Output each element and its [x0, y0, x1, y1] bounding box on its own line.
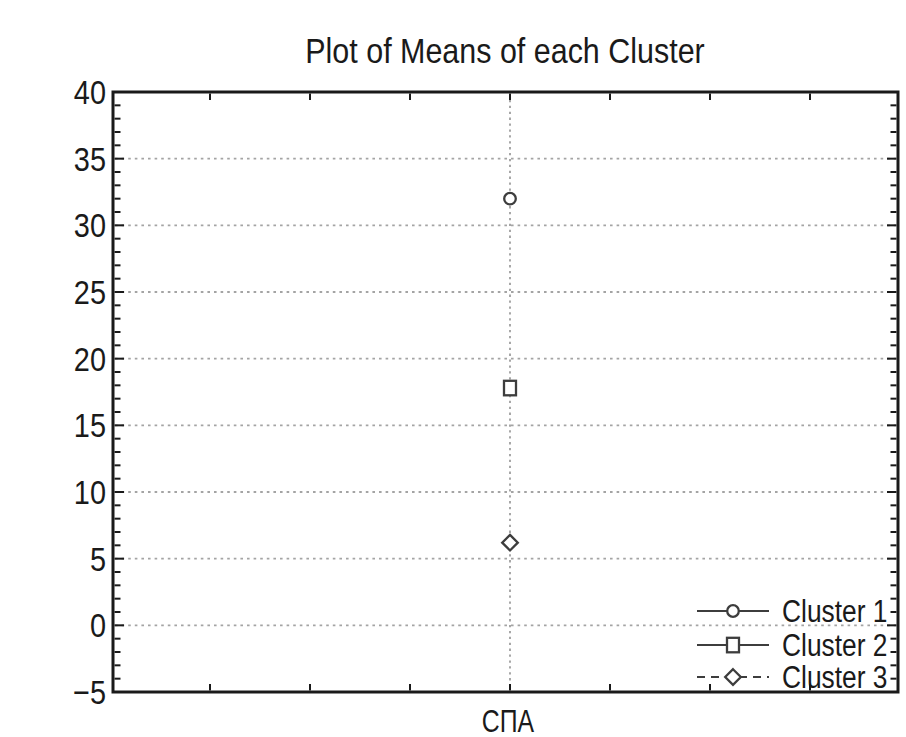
legend-label-cluster-2: Cluster 2 — [782, 630, 887, 661]
chart-title: Plot of Means of each Cluster — [305, 33, 704, 68]
plot-canvas — [0, 0, 906, 737]
legend-label-cluster-1: Cluster 1 — [782, 596, 887, 627]
legend-marker-square — [727, 638, 739, 653]
y-tick-label: −5 — [16, 675, 106, 709]
legend-marker-circle — [727, 605, 739, 617]
data-point-diamond — [502, 535, 518, 551]
y-tick-label: 30 — [16, 208, 106, 242]
x-axis-category-label: СПА — [482, 706, 534, 737]
y-tick-label: 0 — [16, 608, 106, 642]
y-tick-label: 5 — [16, 542, 106, 576]
y-tick-label: 40 — [16, 75, 106, 109]
legend-marker-diamond — [725, 669, 741, 685]
legend-label-cluster-3: Cluster 3 — [782, 662, 887, 693]
y-tick-label: 35 — [16, 142, 106, 176]
cluster-means-chart: Plot of Means of each Cluster 40 35 30 25 20… — [0, 0, 906, 737]
y-tick-label: 25 — [16, 275, 106, 309]
y-tick-label: 20 — [16, 342, 106, 376]
data-point-circle — [504, 193, 516, 205]
y-tick-label: 15 — [16, 408, 106, 442]
y-tick-label: 10 — [16, 475, 106, 509]
data-point-square — [504, 381, 516, 396]
